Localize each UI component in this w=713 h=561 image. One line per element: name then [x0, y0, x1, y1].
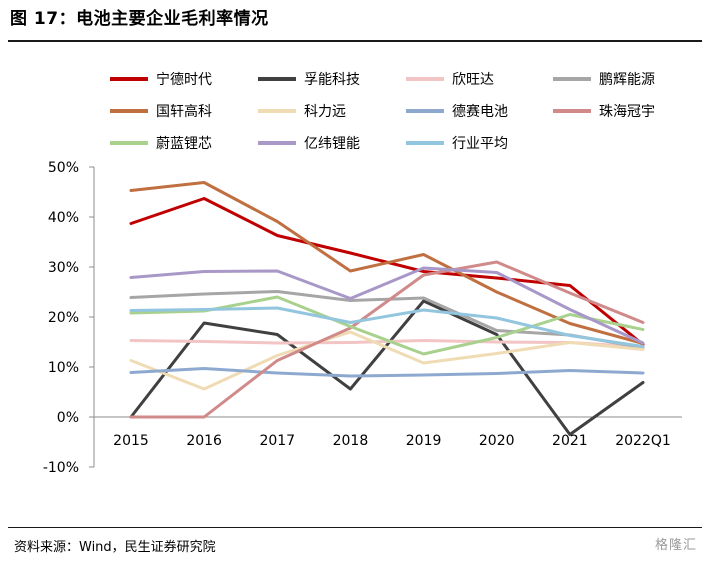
- series-line: [129, 290, 645, 349]
- series-lines: [129, 181, 645, 436]
- legend-label: 德赛电池: [452, 104, 508, 120]
- x-tick-label: 2021: [552, 433, 588, 449]
- y-tick-label: 20%: [48, 310, 79, 326]
- x-tick-label: 2020: [479, 433, 515, 449]
- x-tick-label: 2015: [113, 433, 149, 449]
- legend-label: 亿纬锂能: [304, 136, 360, 152]
- x-axis: 2015 2016 2017 2018 2019 2020 2021 2022Q1: [94, 416, 682, 449]
- legend-label: 鹏辉能源: [599, 72, 655, 88]
- x-tick-label: 2019: [406, 433, 442, 449]
- y-tick-label: 30%: [48, 260, 79, 276]
- series-line: [129, 306, 645, 348]
- series-line: [129, 266, 645, 345]
- legend-label: 宁德时代: [156, 71, 212, 88]
- y-tick-label: 0%: [57, 410, 79, 426]
- series-line: [129, 181, 645, 345]
- y-axis: -10% 0% 10% 20% 30% 40% 50%: [43, 160, 95, 476]
- y-tick-label: -10%: [43, 460, 79, 476]
- legend-label: 行业平均: [452, 136, 508, 152]
- legend-label: 孚能科技: [304, 72, 360, 88]
- x-tick-label: 2017: [259, 433, 295, 449]
- legend-label: 欣旺达: [452, 72, 494, 88]
- series-line: [129, 367, 645, 378]
- y-tick-label: 50%: [48, 160, 79, 176]
- watermark-logo: 格隆汇: [654, 538, 697, 553]
- legend-label: 国轩高科: [156, 103, 212, 120]
- y-tick-label: 10%: [48, 360, 79, 376]
- x-tick-label: 2016: [186, 433, 222, 449]
- title-divider: [8, 40, 702, 42]
- footer-divider: [8, 527, 702, 528]
- x-tick-label: 2018: [333, 433, 369, 449]
- x-tick-label: 2022Q1: [615, 433, 671, 449]
- legend-label: 珠海冠宇: [599, 104, 655, 120]
- source-note: 资料来源：Wind，民生证券研究院: [14, 540, 216, 555]
- y-tick-label: 40%: [48, 210, 79, 226]
- series-line: [129, 260, 645, 419]
- chart-title: 图 17：电池主要企业毛利率情况: [10, 9, 269, 29]
- series-line: [129, 299, 645, 436]
- series-line: [129, 330, 645, 391]
- legend-label: 科力远: [304, 104, 346, 120]
- legend-label: 蔚蓝锂芯: [156, 136, 212, 152]
